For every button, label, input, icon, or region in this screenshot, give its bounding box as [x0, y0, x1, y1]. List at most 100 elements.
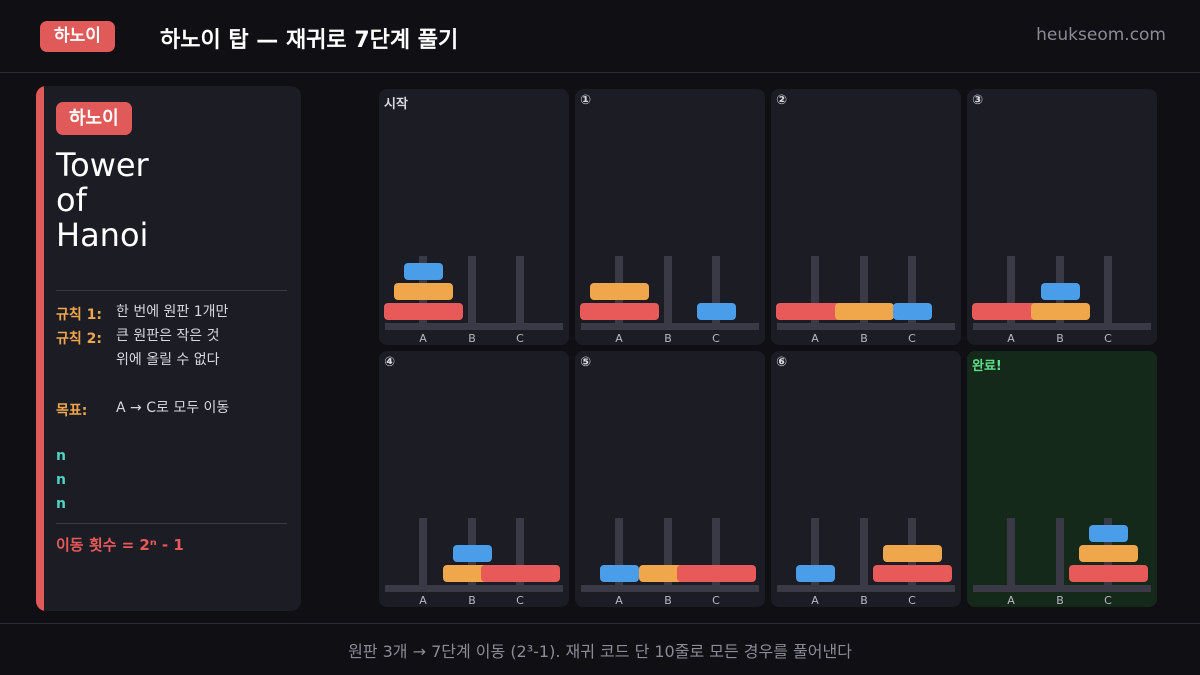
base — [581, 585, 759, 592]
disk-small — [795, 565, 835, 582]
base — [777, 323, 955, 330]
step-label: ③ — [972, 93, 984, 108]
disk-large — [676, 565, 756, 582]
disk-medium — [393, 283, 453, 300]
step-label: ① — [580, 93, 592, 108]
peg-a — [1007, 518, 1015, 588]
peg-label: A — [1007, 332, 1015, 345]
step-label: ⑤ — [580, 355, 592, 370]
step-panel: ⑤ A B C — [575, 351, 765, 607]
peg-label: B — [468, 594, 476, 607]
disk-large — [872, 565, 952, 582]
peg-label: C — [516, 594, 524, 607]
accent-bar — [36, 86, 44, 611]
peg-label: C — [908, 332, 916, 345]
peg-a — [811, 518, 819, 588]
peg-label: C — [1104, 594, 1112, 607]
peg-c — [908, 256, 916, 326]
step-label: 완료! — [972, 359, 1002, 374]
info-card: 하노이 Tower of Hanoi 규칙 1: 한 번에 원판 1개만 규칙 … — [36, 86, 301, 611]
base — [385, 323, 563, 330]
base — [385, 585, 563, 592]
peg-label: B — [468, 332, 476, 345]
disk-medium — [834, 303, 894, 320]
site-name: heukseom.com — [1036, 25, 1166, 45]
peg-b — [468, 256, 476, 326]
peg-b — [664, 256, 672, 326]
peg-a — [615, 518, 623, 588]
peg-label: A — [615, 332, 623, 345]
base — [973, 585, 1151, 592]
peg-c — [516, 256, 524, 326]
disk-large — [1068, 565, 1148, 582]
step-panel: ⑥ A B C — [771, 351, 961, 607]
peg-label: B — [664, 594, 672, 607]
step-panel: 시작 A B C — [379, 89, 569, 345]
peg-a — [811, 256, 819, 326]
disk-small — [696, 303, 736, 320]
n-line: n — [56, 496, 66, 512]
peg-b — [860, 256, 868, 326]
disk-medium — [1030, 303, 1090, 320]
disk-medium — [1078, 545, 1138, 562]
peg-label: C — [908, 594, 916, 607]
header-bar: 하노이 하노이 탑 — 재귀로 7단계 풀기 heukseom.com — [0, 0, 1200, 73]
page-title: 하노이 탑 — 재귀로 7단계 풀기 — [160, 28, 459, 53]
peg-label: C — [712, 332, 720, 345]
rule-1-text: 한 번에 원판 1개만 — [116, 304, 229, 320]
disk-large — [480, 565, 560, 582]
peg-c — [712, 256, 720, 326]
peg-b — [860, 518, 868, 588]
peg-c — [516, 518, 524, 588]
step-panel: ② A B C — [771, 89, 961, 345]
step-label: 시작 — [384, 97, 408, 112]
peg-label: B — [860, 332, 868, 345]
disk-small — [403, 263, 443, 280]
disk-large — [383, 303, 463, 320]
disk-small — [892, 303, 932, 320]
peg-label: A — [419, 594, 427, 607]
peg-label: A — [615, 594, 623, 607]
n-line: n — [56, 472, 66, 488]
peg-label: A — [811, 332, 819, 345]
peg-label: B — [860, 594, 868, 607]
step-panel: ③ A B C — [967, 89, 1157, 345]
move-count-formula: 이동 횟수 = 2ⁿ - 1 — [56, 536, 184, 554]
peg-label: B — [1056, 332, 1064, 345]
disk-small — [452, 545, 492, 562]
disk-small — [599, 565, 639, 582]
disk-small — [1040, 283, 1080, 300]
peg-b — [664, 518, 672, 588]
header-badge: 하노이 — [40, 21, 115, 52]
base — [777, 585, 955, 592]
disk-medium — [589, 283, 649, 300]
rule-2-text: 큰 원판은 작은 것 위에 올릴 수 없다 — [116, 328, 220, 368]
step-label: ④ — [384, 355, 396, 370]
peg-c — [1104, 256, 1112, 326]
peg-label: B — [664, 332, 672, 345]
peg-a — [419, 518, 427, 588]
peg-label: A — [1007, 594, 1015, 607]
peg-a — [1007, 256, 1015, 326]
step-panel: ④ A B C — [379, 351, 569, 607]
goal-label: 목표: — [56, 403, 88, 419]
footer-caption: 원판 3개 → 7단계 이동 (2³-1). 재귀 코드 단 10줄로 모든 경… — [348, 642, 852, 661]
peg-b — [1056, 518, 1064, 588]
divider — [56, 290, 287, 291]
step-label: ⑥ — [776, 355, 788, 370]
rule-1-label: 규칙 1: — [56, 307, 102, 323]
peg-label: A — [811, 594, 819, 607]
n-line: n — [56, 448, 66, 464]
rule-2-label: 규칙 2: — [56, 331, 102, 347]
peg-label: C — [712, 594, 720, 607]
card-title: Tower of Hanoi — [56, 146, 149, 254]
peg-label: A — [419, 332, 427, 345]
peg-c — [712, 518, 720, 588]
disk-medium — [882, 545, 942, 562]
peg-label: B — [1056, 594, 1064, 607]
divider — [56, 523, 287, 524]
step-label: ② — [776, 93, 788, 108]
base — [581, 323, 759, 330]
disk-large — [579, 303, 659, 320]
disk-small — [1088, 525, 1128, 542]
